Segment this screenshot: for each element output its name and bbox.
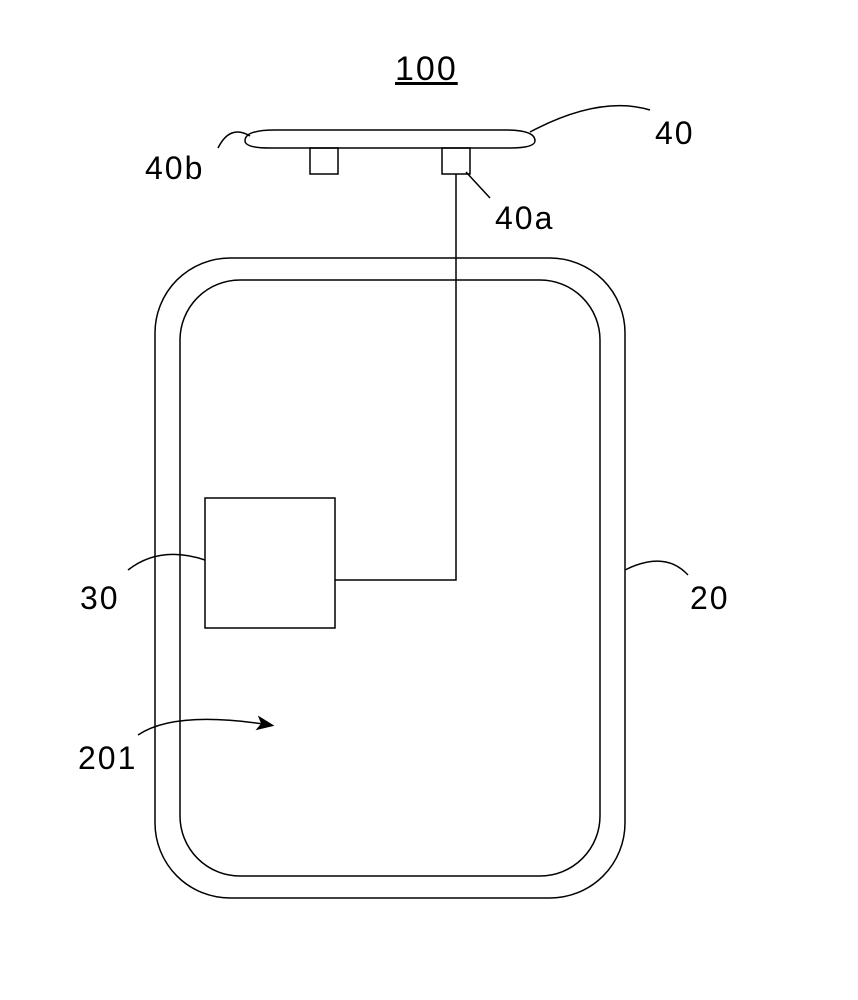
figure-title: 100	[395, 50, 458, 89]
label-40a: 40a	[495, 200, 554, 237]
label-40b: 40b	[145, 150, 204, 187]
label-201: 201	[78, 740, 137, 777]
label-30: 30	[80, 580, 120, 617]
label-20: 20	[690, 580, 730, 617]
label-40: 40	[655, 115, 695, 152]
technical-diagram	[0, 0, 858, 1000]
